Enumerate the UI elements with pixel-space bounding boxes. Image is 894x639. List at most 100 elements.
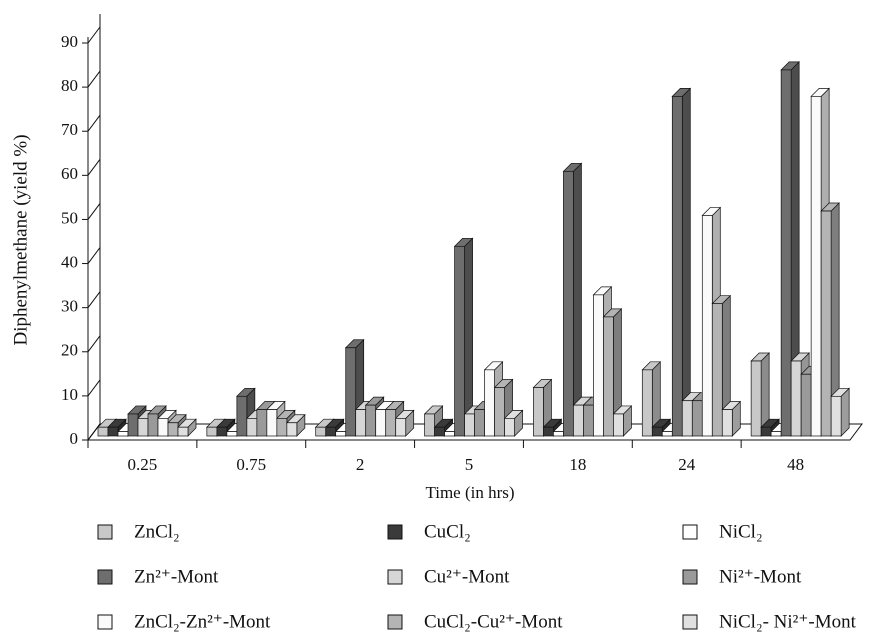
bar <box>394 409 415 437</box>
bar-front <box>661 431 673 437</box>
bar-side <box>573 162 582 437</box>
y-tick-label: 70 <box>61 120 78 139</box>
y-tick-top <box>87 291 101 308</box>
bar-front <box>504 418 515 437</box>
y-axis-title: Diphenylmethane (yield %) <box>10 134 31 345</box>
legend-label: NiCl₂ <box>719 521 763 542</box>
bar <box>721 400 742 437</box>
bar-front <box>117 431 129 437</box>
bar-front <box>365 404 377 437</box>
bar-front <box>721 409 733 437</box>
bar <box>286 413 306 437</box>
bar-front <box>701 215 713 437</box>
legend-label: ZnCl₂-Zn²⁺-Mont <box>134 611 271 632</box>
bar-front <box>444 431 455 437</box>
legend-swatch <box>97 569 113 585</box>
bar-front <box>533 387 544 437</box>
x-tick-label: 18 <box>569 455 586 474</box>
x-axis-title: Time (in hrs) <box>425 483 514 502</box>
bar-front <box>127 413 139 437</box>
bar-front <box>335 431 347 437</box>
bar-front <box>671 95 683 437</box>
bar-front <box>711 303 723 437</box>
bar-front <box>474 409 485 437</box>
bar-front <box>345 347 357 437</box>
y-tick-top <box>87 379 101 397</box>
bar-front <box>593 294 604 437</box>
bar-front <box>750 360 762 437</box>
legend-label: Ni²⁺-Mont <box>719 566 802 587</box>
bar-front <box>216 426 228 437</box>
bar-front <box>760 426 772 437</box>
bar-front <box>246 418 258 437</box>
bar-front <box>603 316 614 437</box>
legend-swatch <box>682 524 698 540</box>
bar-front <box>641 369 653 437</box>
legend-swatch <box>682 569 698 585</box>
legend-label: NiCl₂- Ni²⁺-Mont <box>719 611 857 632</box>
bar-front <box>137 418 149 437</box>
x-tick-label: 0.25 <box>128 455 158 474</box>
x-tick-label: 48 <box>787 455 804 474</box>
bar-front <box>780 69 792 437</box>
bar-front <box>276 418 288 437</box>
bar-front <box>553 431 564 437</box>
legend-swatch <box>387 524 403 540</box>
x-tick-label: 0.75 <box>236 455 266 474</box>
bar-front <box>583 404 594 437</box>
bar-front <box>820 210 832 437</box>
bar-front <box>266 409 278 437</box>
bar <box>562 162 583 437</box>
bar-front <box>147 413 159 437</box>
bar-front <box>395 418 407 437</box>
bar <box>612 405 633 437</box>
bar-front <box>325 426 337 437</box>
bar-front <box>494 387 505 437</box>
bar-front <box>226 431 238 437</box>
y-tick-top <box>87 335 101 353</box>
bar <box>177 418 197 437</box>
bar <box>671 87 692 437</box>
y-tick-top <box>87 159 101 176</box>
bar-front <box>256 409 268 437</box>
legend-label: Zn²⁺-Mont <box>134 566 219 587</box>
legend-label: CuCl₂ <box>424 521 471 542</box>
bar <box>503 409 524 437</box>
bar-front <box>375 409 387 437</box>
bar-front <box>236 395 248 437</box>
legend-label: Cu²⁺-Mont <box>424 566 510 587</box>
bar-front <box>830 395 842 437</box>
y-tick-label: 50 <box>61 208 78 227</box>
legend-swatch <box>682 614 698 630</box>
bar-front <box>464 413 475 437</box>
bar-front <box>286 422 298 437</box>
bar <box>711 294 732 437</box>
legend-swatch <box>97 614 113 630</box>
bar-front <box>770 431 782 437</box>
y-tick-label: 30 <box>61 297 78 316</box>
legend-label: ZnCl₂ <box>134 521 180 542</box>
bar-side <box>464 237 473 437</box>
bar-front <box>563 170 574 437</box>
bar-front <box>355 409 367 437</box>
bar-side <box>681 87 691 437</box>
y-tick-top <box>87 423 101 441</box>
bar-front <box>613 413 624 437</box>
bar-front <box>454 245 465 437</box>
x-tick-label: 5 <box>465 455 474 474</box>
y-tick-label: 40 <box>61 252 78 271</box>
bar-front <box>651 426 663 437</box>
bar-front <box>424 413 435 437</box>
y-tick-top <box>87 247 101 264</box>
y-tick-label: 10 <box>61 385 78 404</box>
x-tick-label: 2 <box>356 455 365 474</box>
y-tick-label: 90 <box>61 32 78 51</box>
bar <box>602 308 623 437</box>
y-tick-top <box>87 70 101 88</box>
bar-front <box>157 418 169 437</box>
y-tick-top <box>87 26 101 44</box>
bar-front <box>315 426 327 437</box>
legend-swatch <box>97 524 113 540</box>
bar-front <box>484 369 495 437</box>
